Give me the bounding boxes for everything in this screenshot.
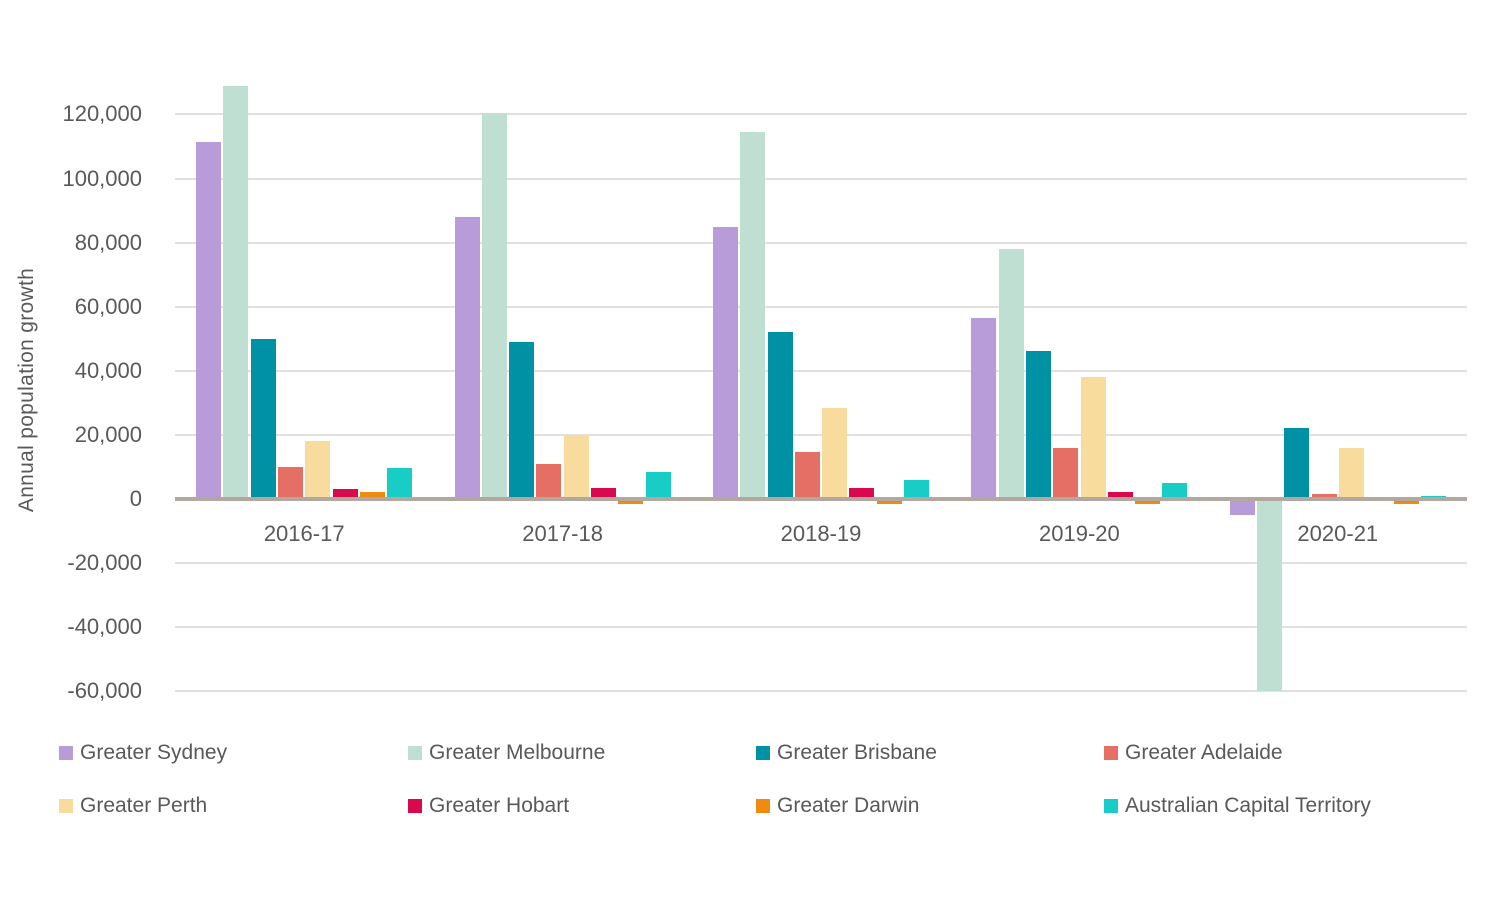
bar-greater-brisbane-2016-17 bbox=[250, 338, 276, 499]
y-tick-label-0: 0 bbox=[129, 485, 142, 511]
bar-greater-darwin-2019-20 bbox=[1135, 498, 1161, 504]
legend-item-greater-darwin: Greater Darwin bbox=[756, 794, 919, 818]
legend-item-greater-sydney: Greater Sydney bbox=[59, 741, 227, 765]
x-category-label-2017-18: 2017-18 bbox=[522, 521, 603, 546]
legend-swatch-icon-greater-adelaide bbox=[1104, 746, 1118, 760]
bar-greater-melbourne-2020-21 bbox=[1257, 498, 1283, 691]
legend-label-greater-hobart: Greater Hobart bbox=[429, 794, 570, 817]
bar-australian-capital-territory-2017-18 bbox=[645, 471, 671, 499]
bar-greater-brisbane-2020-21 bbox=[1284, 428, 1310, 499]
legend-swatch-icon-greater-darwin bbox=[756, 799, 770, 813]
legend-item-australian-capital-territory: Australian Capital Territory bbox=[1104, 794, 1371, 818]
y-tick-label-20000: 20,000 bbox=[74, 421, 142, 447]
bar-greater-melbourne-2016-17 bbox=[223, 85, 249, 499]
legend-swatch-icon-australian-capital-territory bbox=[1104, 799, 1118, 813]
legend-label-greater-darwin: Greater Darwin bbox=[777, 794, 920, 817]
bar-australian-capital-territory-2019-20 bbox=[1162, 482, 1188, 499]
bar-australian-capital-territory-2018-19 bbox=[904, 479, 930, 499]
bar-greater-melbourne-2017-18 bbox=[481, 112, 507, 499]
bar-australian-capital-territory-2016-17 bbox=[387, 468, 413, 499]
legend-label-greater-sydney: Greater Sydney bbox=[80, 741, 228, 764]
bar-greater-hobart-2016-17 bbox=[332, 489, 358, 499]
x-category-label-2019-20: 2019-20 bbox=[1039, 521, 1120, 546]
y-tick-label-100000: 100,000 bbox=[62, 165, 142, 191]
bar-greater-adelaide-2018-19 bbox=[794, 452, 820, 499]
gridline-120000 bbox=[175, 113, 1467, 116]
y-tick-label-80000: 80,000 bbox=[74, 229, 142, 255]
bar-greater-sydney-2018-19 bbox=[712, 226, 738, 499]
legend-swatch-icon-greater-hobart bbox=[408, 799, 422, 813]
legend-label-greater-brisbane: Greater Brisbane bbox=[777, 741, 937, 764]
bar-greater-melbourne-2019-20 bbox=[998, 248, 1024, 499]
bar-greater-darwin-2020-21 bbox=[1393, 498, 1419, 504]
y-tick-label--20000: -20,000 bbox=[67, 549, 142, 575]
legend-swatch-icon-greater-perth bbox=[59, 799, 73, 813]
legend-label-australian-capital-territory: Australian Capital Territory bbox=[1125, 794, 1371, 817]
gridline--40000 bbox=[175, 625, 1467, 628]
x-category-label-2020-21: 2020-21 bbox=[1297, 521, 1379, 546]
bar-greater-brisbane-2018-19 bbox=[767, 332, 793, 499]
legend-label-greater-adelaide: Greater Adelaide bbox=[1125, 741, 1283, 764]
y-tick-label-40000: 40,000 bbox=[74, 357, 142, 383]
gridline--20000 bbox=[175, 561, 1467, 564]
bar-greater-darwin-2018-19 bbox=[876, 498, 902, 504]
legend-item-greater-perth: Greater Perth bbox=[59, 794, 207, 818]
bar-greater-darwin-2017-18 bbox=[618, 498, 644, 504]
legend-item-greater-brisbane: Greater Brisbane bbox=[756, 741, 937, 765]
gridline-100000 bbox=[175, 177, 1467, 180]
bar-greater-sydney-2020-21 bbox=[1229, 498, 1255, 515]
bar-greater-sydney-2016-17 bbox=[196, 141, 222, 499]
bar-greater-hobart-2018-19 bbox=[849, 487, 875, 499]
gridline-20000 bbox=[175, 433, 1467, 436]
plot-area bbox=[175, 76, 1467, 692]
bar-greater-sydney-2019-20 bbox=[971, 317, 997, 499]
bar-greater-brisbane-2019-20 bbox=[1025, 351, 1051, 499]
gridline-80000 bbox=[175, 241, 1467, 244]
bar-greater-darwin-2016-17 bbox=[359, 492, 385, 499]
y-tick-label--40000: -40,000 bbox=[67, 613, 142, 639]
gridline-40000 bbox=[175, 369, 1467, 372]
bar-greater-perth-2020-21 bbox=[1338, 447, 1364, 499]
bar-greater-perth-2019-20 bbox=[1080, 377, 1106, 499]
x-axis-line bbox=[175, 496, 1467, 501]
legend-swatch-icon-greater-melbourne bbox=[408, 746, 422, 760]
bar-greater-melbourne-2018-19 bbox=[740, 132, 766, 499]
legend-item-greater-adelaide: Greater Adelaide bbox=[1104, 741, 1283, 765]
y-tick-label--60000: -60,000 bbox=[67, 678, 142, 703]
bar-greater-brisbane-2017-18 bbox=[509, 341, 535, 499]
bar-greater-adelaide-2020-21 bbox=[1311, 494, 1337, 499]
bar-greater-adelaide-2017-18 bbox=[536, 463, 562, 499]
bar-greater-perth-2016-17 bbox=[305, 441, 331, 499]
bar-greater-perth-2018-19 bbox=[822, 407, 848, 499]
legend-item-greater-hobart: Greater Hobart bbox=[408, 794, 569, 818]
legend-item-greater-melbourne: Greater Melbourne bbox=[408, 741, 605, 765]
bar-greater-adelaide-2016-17 bbox=[278, 466, 304, 499]
gridline--60000 bbox=[175, 690, 1467, 692]
bar-greater-adelaide-2019-20 bbox=[1053, 447, 1079, 499]
bar-greater-hobart-2019-20 bbox=[1107, 492, 1133, 499]
bar-greater-sydney-2017-18 bbox=[454, 216, 480, 499]
legend-label-greater-perth: Greater Perth bbox=[80, 794, 208, 817]
legend-swatch-icon-greater-sydney bbox=[59, 746, 73, 760]
y-tick-label-60000: 60,000 bbox=[74, 293, 142, 319]
y-tick-label-120000: 120,000 bbox=[62, 101, 142, 127]
legend-label-greater-melbourne: Greater Melbourne bbox=[429, 741, 606, 764]
gridline-60000 bbox=[175, 305, 1467, 308]
x-category-label-2018-19: 2018-19 bbox=[780, 521, 862, 546]
legend-swatch-icon-greater-brisbane bbox=[756, 746, 770, 760]
bar-greater-hobart-2017-18 bbox=[591, 487, 617, 499]
bar-greater-perth-2017-18 bbox=[563, 434, 589, 499]
x-category-label-2016-17: 2016-17 bbox=[263, 521, 345, 546]
